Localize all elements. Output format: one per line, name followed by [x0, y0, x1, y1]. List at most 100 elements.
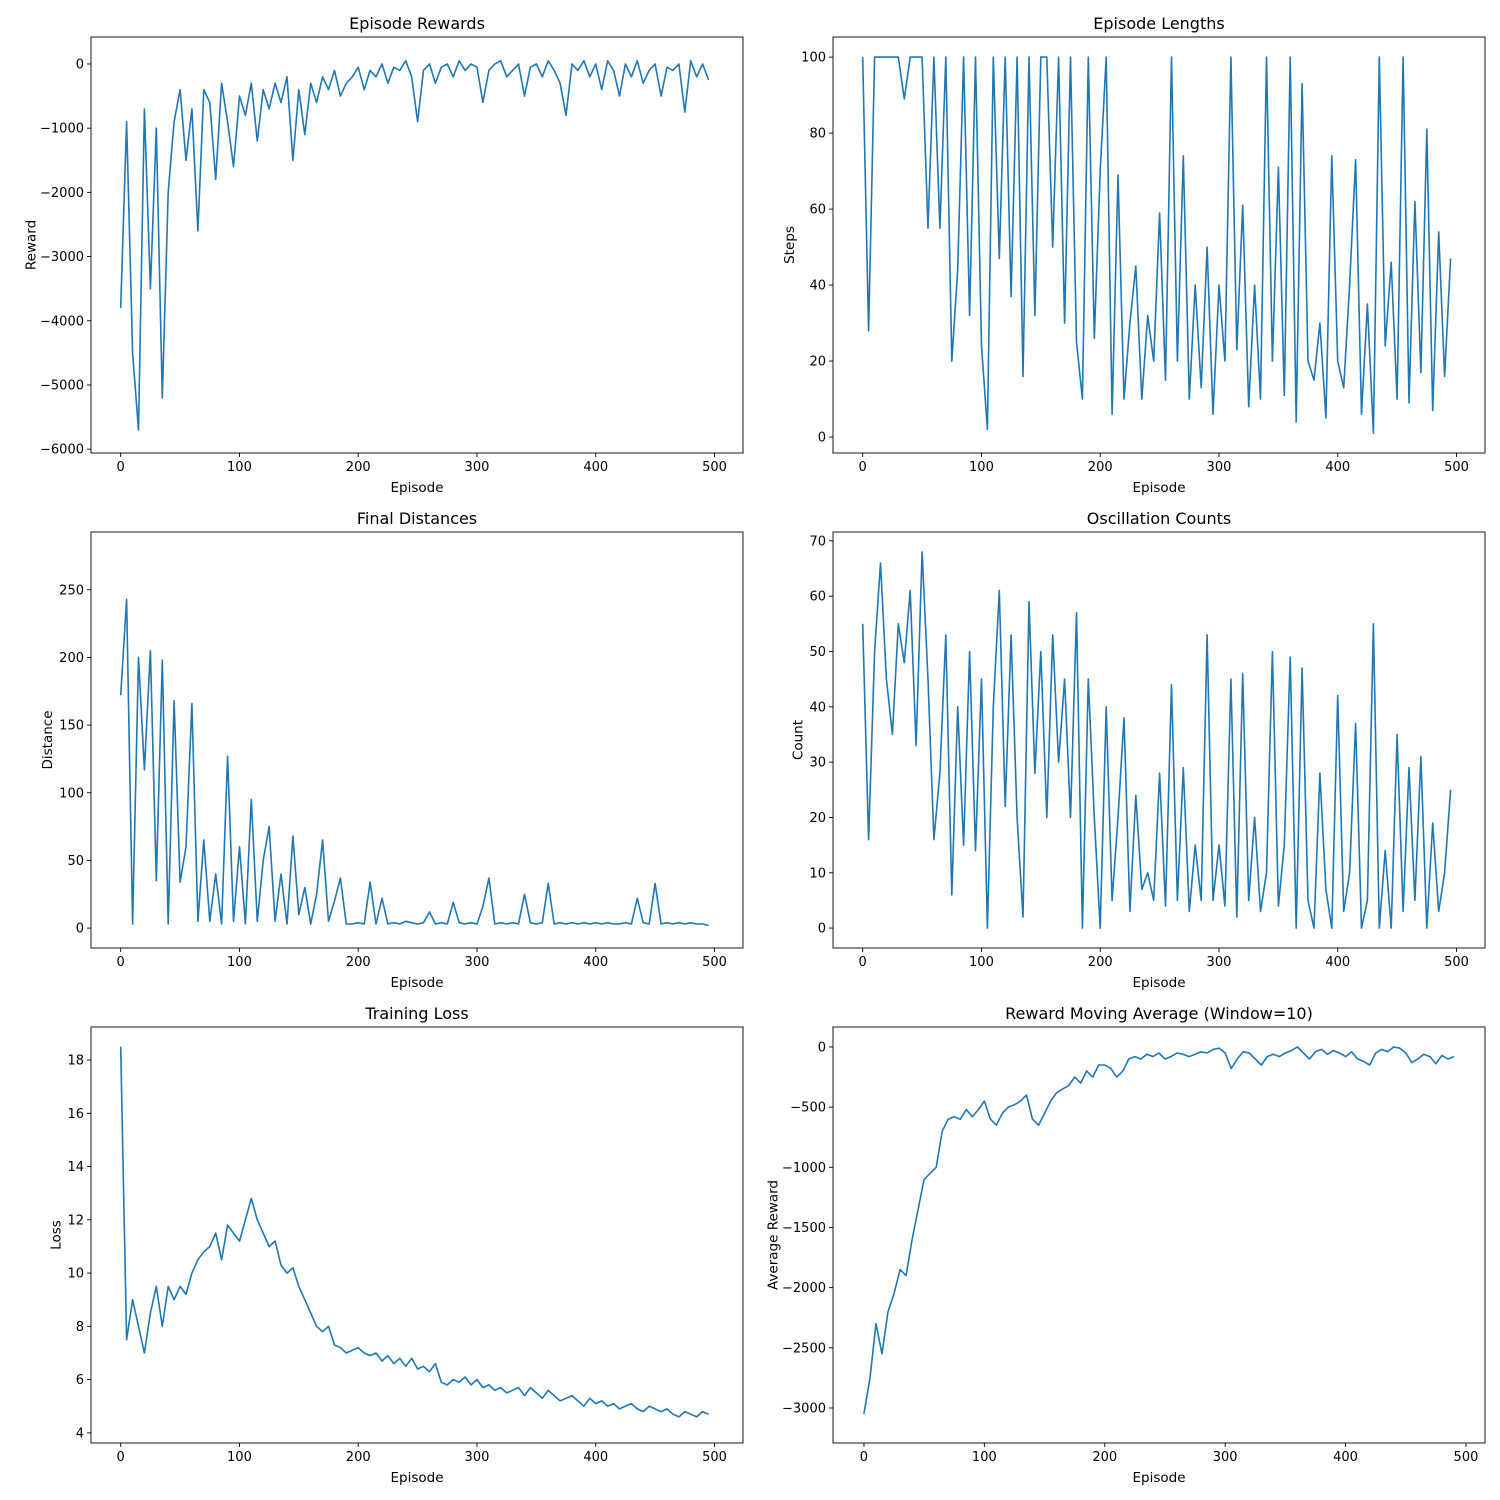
y-tick-label: 100 — [59, 786, 84, 801]
chart-title: Episode Lengths — [1093, 14, 1224, 33]
y-axis-label: Count — [790, 720, 806, 760]
axes-frame — [90, 1026, 744, 1444]
subplot-4: 0 100 200 300 400 500 0 10 20 30 40 50 60 70 Oscillati… — [790, 509, 1486, 991]
y-tick-label: 10 — [809, 866, 826, 881]
subplot-1: 0 100 200 300 400 500 −6000 −5000 −4000 −3000 −200… — [24, 14, 744, 496]
x-tick-label: 300 — [1213, 1450, 1238, 1465]
x-tick-label: 100 — [972, 1450, 997, 1465]
x-axis-label: Episode — [390, 975, 443, 991]
y-tick-label: 4 — [76, 1426, 84, 1441]
y-axis-label: Steps — [782, 226, 798, 264]
y-tick-label: −2500 — [782, 1341, 826, 1356]
x-tick-label: 200 — [1088, 955, 1113, 970]
series-line — [119, 1046, 709, 1418]
chart-title: Reward Moving Average (Window=10) — [1005, 1004, 1313, 1023]
x-axis-label: Episode — [1132, 480, 1185, 496]
axes-frame — [832, 1026, 1486, 1444]
y-tick-label: 0 — [818, 1040, 826, 1055]
x-tick-label: 100 — [969, 460, 994, 475]
axes-frame — [90, 36, 744, 454]
y-tick-label: 60 — [809, 590, 826, 605]
chart-title: Episode Rewards — [349, 14, 485, 33]
y-tick-label: −1500 — [782, 1221, 826, 1236]
y-tick-label: −1000 — [782, 1161, 826, 1176]
subplot-2: 0 100 200 300 400 500 0 20 40 60 80 100 Episode Leng… — [782, 14, 1486, 496]
subplot-5: 0 100 200 300 400 500 4 6 8 10 12 14 16 18 Training Lo… — [48, 1004, 744, 1486]
y-tick-label: 50 — [67, 854, 84, 869]
y-tick-label: 30 — [809, 756, 826, 771]
chart-title: Training Loss — [364, 1004, 468, 1023]
y-tick-label: 0 — [76, 922, 84, 937]
series-line — [863, 1046, 1455, 1415]
y-tick-label: −5000 — [40, 378, 84, 393]
x-tick-label: 500 — [1454, 1450, 1479, 1465]
x-axis-label: Episode — [1132, 1470, 1185, 1486]
x-tick-label: 400 — [1325, 955, 1350, 970]
x-tick-label: 0 — [860, 1450, 868, 1465]
chart-title: Oscillation Counts — [1087, 509, 1231, 528]
y-tick-label: 20 — [809, 811, 826, 826]
axes-frame — [832, 531, 1486, 949]
x-tick-label: 200 — [346, 460, 371, 475]
x-tick-label: 0 — [117, 955, 125, 970]
y-tick-label: 0 — [76, 57, 84, 72]
subplot-3: 0 100 200 300 400 500 0 50 100 150 200 250 Final Dis… — [40, 509, 744, 991]
x-axis-label: Episode — [1132, 975, 1185, 991]
y-tick-label: 14 — [67, 1160, 84, 1175]
y-tick-label: 0 — [818, 431, 826, 446]
series-line — [861, 551, 1452, 929]
x-tick-label: 200 — [346, 1450, 371, 1465]
y-tick-label: 20 — [809, 355, 826, 370]
y-tick-label: 150 — [59, 719, 84, 734]
x-tick-label: 0 — [859, 955, 867, 970]
x-axis-label: Episode — [390, 480, 443, 496]
y-tick-label: 40 — [809, 279, 826, 294]
y-tick-label: −3000 — [40, 250, 84, 265]
y-axis-label: Reward — [24, 220, 40, 270]
y-tick-label: 8 — [76, 1320, 84, 1335]
x-tick-label: 400 — [1333, 1450, 1358, 1465]
axes-frame — [90, 531, 744, 949]
y-tick-label: 40 — [809, 700, 826, 715]
y-tick-label: 12 — [67, 1213, 84, 1228]
x-tick-label: 100 — [227, 955, 252, 970]
series-line — [861, 56, 1452, 435]
x-tick-label: 200 — [346, 955, 371, 970]
x-tick-label: 0 — [117, 460, 125, 475]
y-axis-label: Distance — [40, 710, 56, 769]
x-tick-label: 300 — [465, 460, 490, 475]
x-tick-label: 400 — [583, 1450, 608, 1465]
y-tick-label: 80 — [809, 127, 826, 142]
y-tick-label: 0 — [818, 922, 826, 937]
x-tick-label: 100 — [969, 955, 994, 970]
y-tick-label: 200 — [59, 651, 84, 666]
y-tick-label: −3000 — [782, 1401, 826, 1416]
x-axis-label: Episode — [390, 1470, 443, 1486]
x-tick-label: 400 — [583, 955, 608, 970]
series-line — [119, 59, 710, 431]
x-tick-label: 300 — [1207, 460, 1232, 475]
chart-title: Final Distances — [357, 509, 477, 528]
x-tick-label: 300 — [465, 955, 490, 970]
x-tick-label: 500 — [702, 460, 727, 475]
y-tick-label: −2000 — [782, 1281, 826, 1296]
y-tick-label: 6 — [76, 1373, 84, 1388]
y-tick-label: 18 — [67, 1054, 84, 1069]
y-tick-label: −4000 — [40, 314, 84, 329]
y-tick-label: 50 — [809, 645, 826, 660]
x-tick-label: 500 — [1444, 460, 1469, 475]
x-tick-label: 500 — [702, 1450, 727, 1465]
y-axis-label: Average Reward — [766, 1180, 782, 1290]
y-tick-label: 16 — [67, 1107, 84, 1122]
x-tick-label: 100 — [227, 1450, 252, 1465]
axes-frame — [832, 36, 1486, 454]
y-tick-label: 10 — [67, 1267, 84, 1282]
y-tick-label: 60 — [809, 203, 826, 218]
subplot-6: 0 100 200 300 400 500 −3000 −2500 −2000 −1500 −100… — [766, 1004, 1486, 1486]
y-tick-label: −500 — [790, 1101, 826, 1116]
x-tick-label: 300 — [465, 1450, 490, 1465]
x-tick-label: 500 — [1444, 955, 1469, 970]
x-tick-label: 300 — [1207, 955, 1232, 970]
y-tick-label: 100 — [801, 51, 826, 66]
